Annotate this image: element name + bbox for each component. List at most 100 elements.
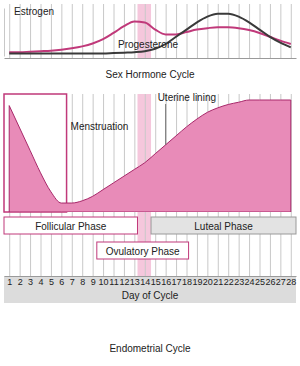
tick-label: 11 [109,277,118,287]
tick [239,4,240,58]
series-label: Progesterone [118,39,178,50]
tick: 19 [192,277,202,287]
annotation: Uterine lining [158,92,216,103]
tick-label: 16 [161,277,171,287]
tick [228,4,229,58]
tick-label: 28 [286,277,296,287]
tick: 14 [140,277,150,287]
tick [9,4,10,58]
tick [207,4,208,58]
tick [72,4,73,58]
tick-label: 14 [140,277,150,287]
tick-label: 3 [28,277,33,287]
x-axis-labels: 1234567891011121314151617181920212223242… [7,277,296,287]
grid-line [114,4,115,58]
y-axis-line [4,9,5,57]
leader-line [165,104,166,145]
grid-line [218,4,219,58]
tick-label: 25 [255,277,265,287]
phase-bar [4,217,137,234]
grid-line [197,4,198,58]
tick [82,4,83,58]
grid-line [280,4,281,58]
plot-area [9,100,291,212]
phase-bar [97,242,189,259]
tick: 22 [224,277,234,287]
tick-label: 27 [276,277,286,287]
figure: Estrogen Progesterone Sex Hormone Cycle Men… [0,0,300,366]
tick-label: 23 [234,277,244,287]
tick [280,4,281,58]
grid-line [207,4,208,58]
tick: 4 [38,277,43,287]
tick [114,4,115,58]
tick [197,4,198,58]
tick [103,4,104,58]
y-axis [4,9,5,57]
tick-label: 15 [151,277,161,287]
tick: 21 [213,277,223,287]
tick: 1 [7,277,12,287]
chart-title: Sex Hormone Cycle [106,69,195,80]
x-grid [5,4,297,59]
tick: 16 [161,277,171,287]
x-axis-line [5,58,297,59]
tick-label: 18 [182,277,192,287]
tick [93,4,94,58]
series-line [9,14,291,54]
tick: 5 [49,277,54,287]
chart-0: Estrogen Progesterone [5,4,297,59]
tick-label: 19 [192,277,202,287]
tick: 10 [99,277,109,287]
tick-label: 12 [119,277,129,287]
tick [291,4,292,58]
grid-line [270,4,271,58]
tick: 24 [245,277,255,287]
axis-band [4,276,296,303]
tick-label: 22 [224,277,234,287]
phase-label: Ovulatory Phase [106,246,180,257]
grid-line [239,4,240,58]
series-label: Estrogen [14,6,54,17]
grid-line [72,4,73,58]
tick: 17 [172,277,182,287]
tick-label: 26 [265,277,275,287]
tick-label: 10 [99,277,109,287]
tick-label: 6 [59,277,64,287]
tick-label: 17 [172,277,182,287]
tick-label: 1 [7,277,12,287]
grid-line [9,4,10,58]
tick [218,4,219,58]
phase-label: Luteal Phase [194,221,253,232]
tick: 9 [91,277,96,287]
grid-line [93,4,94,58]
tick-label: 24 [245,277,255,287]
tick: 12 [119,277,129,287]
tick: 27 [276,277,286,287]
grid-line [103,4,104,58]
chart-1: MenstruationUterine liningFollicular Pha… [4,92,297,287]
tick: 6 [59,277,64,287]
tick: 28 [286,277,296,287]
tick-label: 13 [130,277,140,287]
tick: 11 [109,277,118,287]
tick-label: 7 [70,277,75,287]
grid-line [82,4,83,58]
tick-label: 4 [38,277,43,287]
tick: 2 [18,277,23,287]
tick: 23 [234,277,244,287]
tick: 7 [70,277,75,287]
tick [270,4,271,58]
series-line [9,21,291,52]
tick-label: 8 [80,277,85,287]
tick: 13 [130,277,140,287]
grid-line [291,4,292,58]
tick-label: 2 [18,277,23,287]
tick: 18 [182,277,192,287]
tick-label: 9 [91,277,96,287]
tick-label: 21 [213,277,223,287]
lining-area [9,100,291,212]
chart-title: Endometrial Cycle [109,343,191,354]
annotation: Menstruation [71,121,129,132]
tick-label: 5 [49,277,54,287]
